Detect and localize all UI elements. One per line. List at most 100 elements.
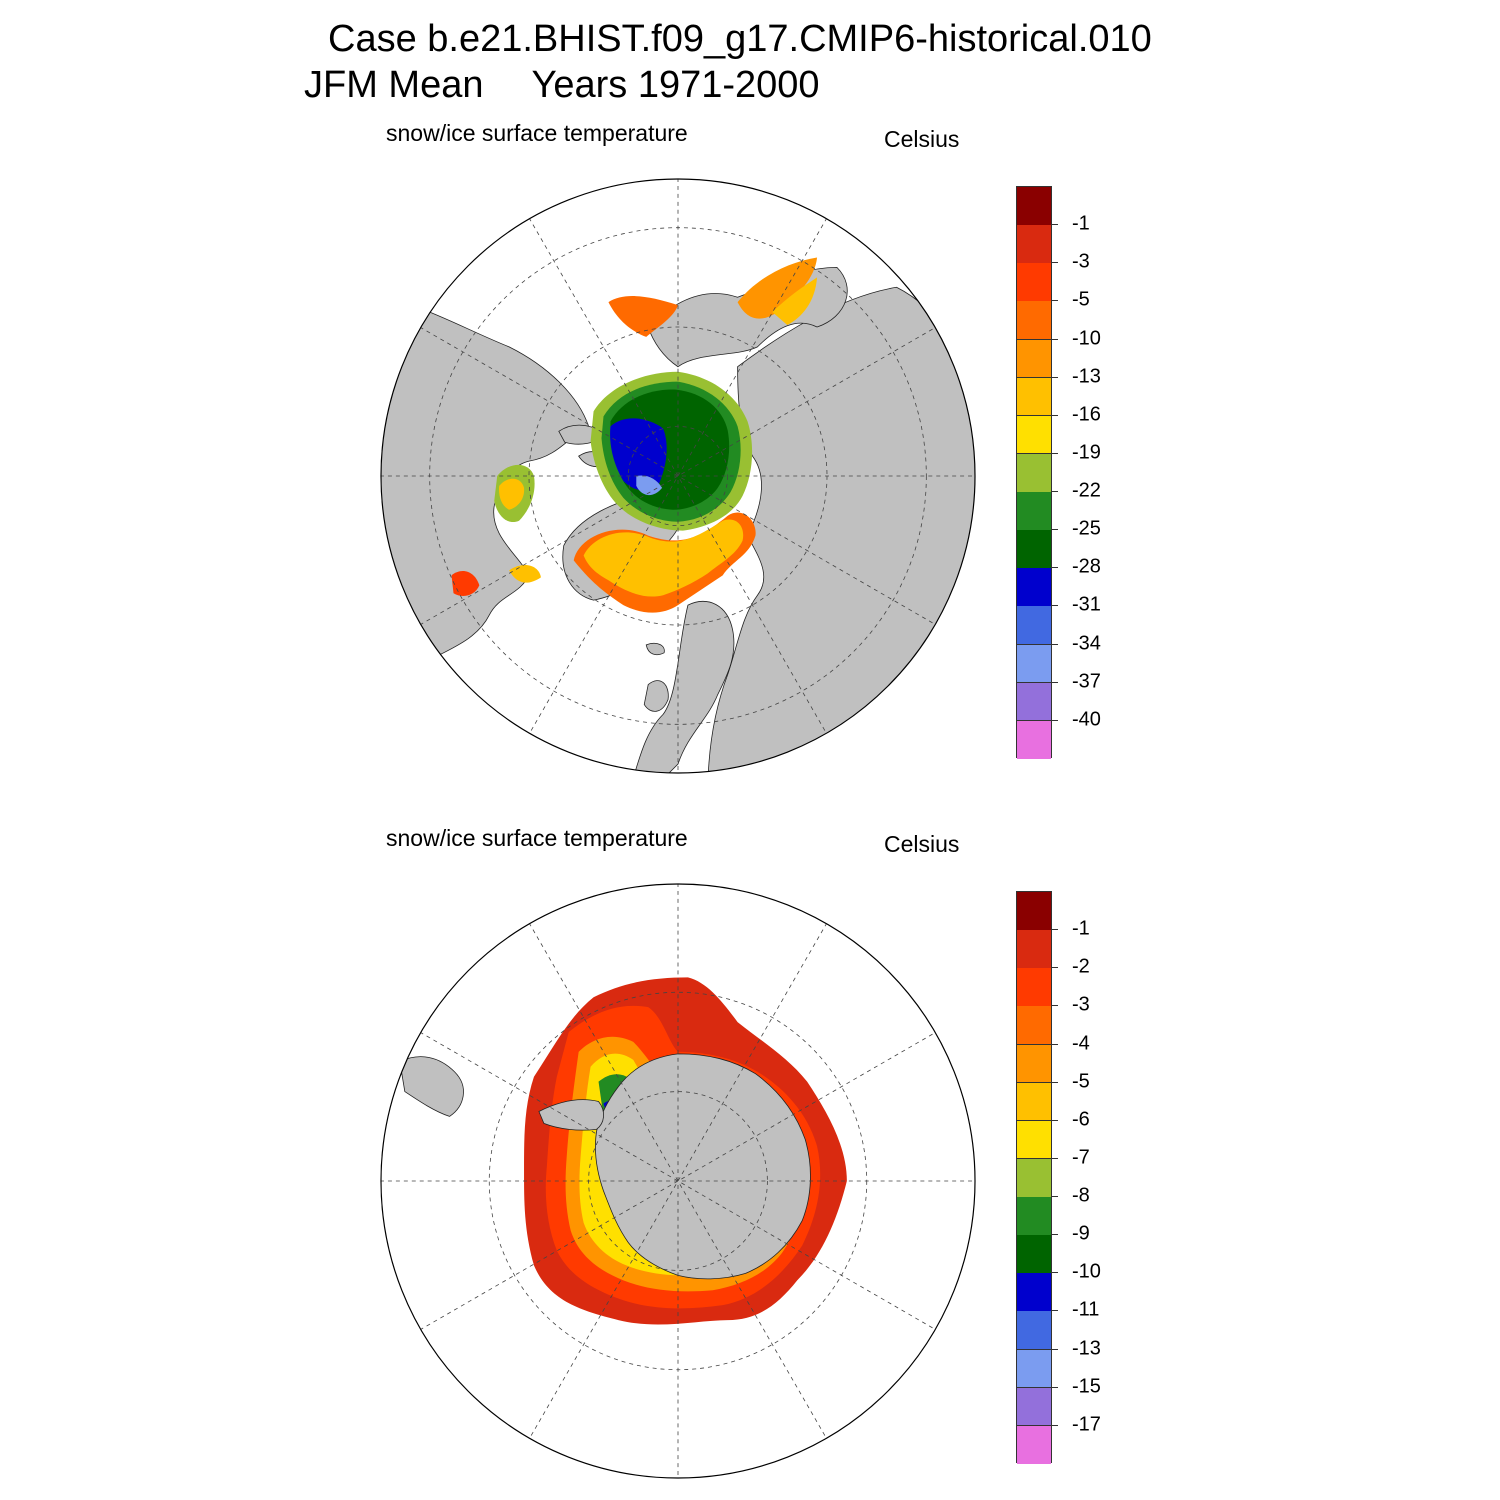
nh-colorbar-label: -5: [1072, 288, 1090, 311]
sh-colorbar-swatch: [1017, 1273, 1051, 1312]
nh-colorbar-swatch: [1017, 263, 1051, 302]
nh-colorbar: -1 -3 -5 -10 -13 -16 -19 -22 -25 -28 -31 -34 -37 -40: [1016, 186, 1101, 760]
nh-colorbar-tick: [1052, 300, 1058, 302]
nh-colorbar-swatch: [1017, 301, 1051, 341]
sh-colorbar-tick: [1052, 1234, 1058, 1236]
sh-colorbar-swatch: [1017, 968, 1051, 1007]
sh-colorbar-swatch: [1017, 1120, 1051, 1160]
sh-colorbar-label: -2: [1072, 955, 1090, 978]
sh-colorbar-swatch: [1017, 1044, 1051, 1084]
sh-colorbar-frame: [1016, 891, 1052, 1465]
nh-colorbar-label: -10: [1072, 327, 1101, 350]
sh-colorbar-tick: [1052, 1348, 1058, 1350]
nh-colorbar-label: -40: [1072, 708, 1101, 731]
nh-colorbar-tick: [1052, 452, 1058, 454]
sh-colorbar-tick: [1052, 1310, 1058, 1312]
sh-colorbar-swatch: [1017, 930, 1051, 969]
nh-colorbar-tick: [1052, 491, 1058, 493]
sh-antarctic-peninsula: [538, 1099, 604, 1131]
sh-colorbar-tick: [1052, 1043, 1058, 1045]
sh-colorbar-label: -10: [1072, 1260, 1101, 1283]
sh-colorbar-tick: [1052, 1081, 1058, 1083]
nh-colorbar-swatch: [1017, 606, 1051, 646]
sh-colorbar-label: -6: [1072, 1108, 1090, 1131]
sh-colorbar-tick: [1052, 1005, 1058, 1007]
years-label: Years 1971-2000: [531, 64, 820, 106]
sh-colorbar-tick: [1052, 929, 1058, 931]
sh-colorbar-label: -17: [1072, 1413, 1101, 1436]
sh-colorbar-swatch: [1017, 892, 1051, 931]
nh-colorbar-tick: [1052, 376, 1058, 378]
sh-colorbar-tick: [1052, 1157, 1058, 1159]
nh-colorbar-tick: [1052, 414, 1058, 416]
sh-colorbar-tick: [1052, 1196, 1058, 1198]
nh-colorbar-swatch: [1017, 644, 1051, 684]
nh-colorbar-swatch: [1017, 225, 1051, 264]
nh-colorbar-tick: [1052, 567, 1058, 569]
nh-colorbar-swatch: [1017, 682, 1051, 722]
figure-subtitle: JFM Mean Years 1971-2000: [304, 64, 820, 107]
sh-colorbar-tick: [1052, 1272, 1058, 1274]
nh-colorbar-swatch: [1017, 339, 1051, 379]
sh-colorbar-swatch: [1017, 1235, 1051, 1274]
sh-colorbar-swatch: [1017, 1158, 1051, 1198]
sh-units-label: Celsius: [884, 831, 960, 857]
nh-colorbar-tick: [1052, 681, 1058, 683]
nh-colorbar-label: -13: [1072, 365, 1101, 388]
sh-colorbar-swatch: [1017, 1311, 1051, 1351]
nh-colorbar-label: -16: [1072, 403, 1101, 426]
nh-colorbar-swatch: [1017, 568, 1051, 607]
sh-colorbar-tick: [1052, 1119, 1058, 1121]
nh-variable-label: snow/ice surface temperature: [386, 120, 688, 146]
nh-colorbar-swatch: [1017, 492, 1051, 531]
sh-colorbar-label: -7: [1072, 1146, 1090, 1169]
figure-title: Case b.e21.BHIST.f09_g17.CMIP6-historica…: [328, 18, 1152, 60]
sh-colorbar-swatch: [1017, 1349, 1051, 1389]
nh-colorbar-label: -1: [1072, 212, 1090, 235]
sh-polar-map: [380, 883, 976, 1479]
nh-map-border: [380, 178, 976, 774]
nh-colorbar-tick: [1052, 529, 1058, 531]
sh-colorbar-label: -8: [1072, 1184, 1090, 1207]
sh-colorbar-swatch: [1017, 1082, 1051, 1122]
nh-colorbar-label: -19: [1072, 441, 1101, 464]
sh-variable-label: snow/ice surface temperature: [386, 825, 688, 851]
nh-colorbar-label: -28: [1072, 555, 1101, 578]
nh-polar-map: [380, 178, 976, 774]
nh-colorbar-swatch: [1017, 530, 1051, 569]
sh-south-america: [399, 1056, 464, 1117]
nh-colorbar-label: -34: [1072, 632, 1101, 655]
nh-colorbar-label: -3: [1072, 250, 1090, 273]
nh-colorbar-tick: [1052, 605, 1058, 607]
nh-colorbar-tick: [1052, 643, 1058, 645]
nh-colorbar-label: -37: [1072, 670, 1101, 693]
nh-colorbar-swatch: [1017, 720, 1051, 760]
sh-colorbar-tick: [1052, 1386, 1058, 1388]
nh-units-label: Celsius: [884, 126, 960, 152]
sh-colorbar-label: -5: [1072, 1070, 1090, 1093]
sh-colorbar-label: -13: [1072, 1337, 1101, 1360]
nh-colorbar-tick: [1052, 262, 1058, 264]
sh-colorbar-swatch: [1017, 1197, 1051, 1236]
nh-ice-field: [451, 257, 818, 613]
sh-colorbar-label: -9: [1072, 1222, 1090, 1245]
nh-colorbar-swatch: [1017, 453, 1051, 493]
sh-colorbar-swatch: [1017, 1425, 1051, 1465]
sh-colorbar: -1 -2 -3 -4 -5 -6 -7 -8 -9 -10 -11 -13 -15 -17: [1016, 891, 1101, 1465]
nh-colorbar-tick: [1052, 224, 1058, 226]
sh-colorbar-label: -15: [1072, 1375, 1101, 1398]
nh-colorbar-label: -31: [1072, 593, 1101, 616]
sh-colorbar-label: -1: [1072, 917, 1090, 940]
sh-colorbar-label: -3: [1072, 993, 1090, 1016]
nh-colorbar-label: -22: [1072, 479, 1101, 502]
nh-colorbar-tick: [1052, 338, 1058, 340]
sh-colorbar-label: -4: [1072, 1032, 1090, 1055]
sh-map-border: [380, 883, 976, 1479]
sh-colorbar-swatch: [1017, 1006, 1051, 1046]
sh-colorbar-tick: [1052, 967, 1058, 969]
nh-colorbar-tick: [1052, 719, 1058, 721]
season-label: JFM Mean: [304, 64, 484, 106]
nh-colorbar-frame: [1016, 186, 1052, 760]
nh-colorbar-label: -25: [1072, 517, 1101, 540]
sh-colorbar-tick: [1052, 1424, 1058, 1426]
